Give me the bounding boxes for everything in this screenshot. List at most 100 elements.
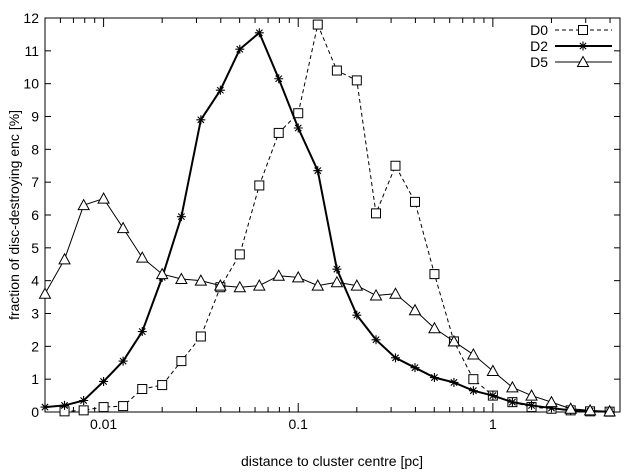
series-D2	[40, 28, 615, 417]
data-point-D5	[252, 279, 266, 291]
y-tick-label: 8	[31, 141, 39, 157]
plot-frame	[44, 17, 621, 413]
data-point-D5	[350, 279, 364, 291]
data-point-D5	[194, 274, 208, 286]
y-axis-label: fraction of disc-destroying enc [%]	[6, 110, 22, 320]
data-point-D5	[175, 272, 188, 285]
data-point-D2	[137, 327, 147, 337]
data-point-D0	[137, 384, 148, 395]
data-point-D2	[313, 166, 323, 176]
y-tick-label: 7	[31, 174, 39, 190]
data-point-D2	[215, 85, 225, 95]
data-point-D5	[116, 221, 130, 234]
data-point-D5	[408, 303, 422, 316]
data-point-D0	[409, 196, 420, 207]
data-point-D5	[58, 252, 71, 265]
data-point-D0	[312, 19, 323, 30]
data-point-D5	[272, 269, 286, 281]
data-point-D5	[214, 279, 227, 291]
data-point-D2	[352, 310, 362, 320]
data-point-D2	[449, 377, 459, 387]
data-point-D2	[371, 335, 381, 345]
data-point-D0	[118, 401, 129, 412]
data-point-D2	[293, 123, 303, 133]
data-point-D0	[429, 269, 440, 280]
data-point-D5	[369, 288, 383, 301]
y-tick-label: 5	[31, 240, 39, 256]
data-point-D2	[507, 397, 517, 407]
data-point-D5	[447, 334, 461, 347]
data-point-D2	[410, 363, 420, 373]
data-point-D0	[371, 208, 382, 219]
y-tick-label: 3	[31, 306, 39, 322]
x-axis-label: distance to cluster centre [pc]	[241, 453, 423, 469]
x-tick-label: 0.01	[90, 416, 117, 432]
legend-label: D2	[530, 38, 548, 54]
data-point-D5	[77, 198, 91, 211]
data-point-D0	[176, 356, 187, 367]
data-point-D5	[506, 380, 519, 393]
data-point-D5	[233, 280, 247, 293]
data-point-D5	[583, 403, 597, 416]
legend-label: D0	[530, 22, 548, 38]
data-point-D2	[546, 403, 556, 413]
x-tick-label: 1	[489, 416, 497, 432]
y-tick-label: 1	[31, 371, 39, 387]
data-point-D2	[274, 74, 284, 84]
series-D0	[59, 19, 615, 417]
data-point-D5	[525, 389, 538, 401]
data-point-D5	[291, 270, 305, 283]
data-point-D0	[351, 75, 362, 86]
data-point-D2	[390, 353, 400, 363]
data-point-D0	[254, 180, 265, 191]
data-point-D2	[429, 373, 439, 383]
data-point-D2	[60, 400, 70, 410]
y-tick-label: 9	[31, 109, 39, 125]
data-point-D2	[196, 115, 206, 125]
data-point-D0	[234, 249, 245, 260]
data-point-D5	[564, 402, 577, 414]
y-tick-label: 11	[24, 43, 39, 59]
data-point-D5	[38, 287, 52, 299]
data-point-D2	[488, 391, 498, 401]
series-line-D2	[44, 31, 610, 413]
data-point-D5	[486, 364, 500, 376]
data-point-D0	[331, 65, 342, 76]
data-point-D2	[468, 386, 478, 396]
data-point-D2	[40, 402, 50, 412]
data-point-D0	[273, 127, 284, 138]
data-point-D5	[311, 279, 325, 291]
data-point-D2	[235, 44, 245, 54]
series-line-D0	[64, 22, 610, 413]
y-tick-label: 6	[31, 207, 39, 223]
data-point-D5	[135, 251, 149, 263]
data-point-D0	[98, 402, 109, 413]
data-point-D5	[603, 404, 616, 417]
data-point-D5	[428, 321, 441, 334]
data-point-D2	[176, 212, 186, 222]
y-tick-label: 12	[23, 10, 39, 26]
data-point-D5	[330, 275, 344, 288]
y-tick-label: 2	[31, 338, 39, 354]
y-tick-label: 0	[31, 404, 39, 420]
data-point-D0	[293, 108, 304, 119]
data-point-D5	[545, 395, 558, 408]
data-point-D5	[97, 192, 110, 204]
legend-label: D5	[530, 54, 548, 70]
legend-marker	[576, 55, 590, 67]
data-point-D5	[467, 348, 480, 360]
data-point-D0	[195, 331, 206, 342]
data-point-D0	[468, 374, 479, 385]
series-layer	[38, 19, 616, 417]
data-point-D2	[254, 28, 264, 38]
data-point-D2	[79, 396, 89, 406]
data-point-D2	[332, 264, 342, 274]
data-point-D2	[99, 376, 109, 386]
data-point-D5	[155, 267, 169, 280]
data-point-D2	[118, 356, 128, 366]
data-point-D0	[390, 160, 401, 171]
data-point-D0	[78, 405, 89, 416]
data-point-D0	[157, 380, 168, 391]
